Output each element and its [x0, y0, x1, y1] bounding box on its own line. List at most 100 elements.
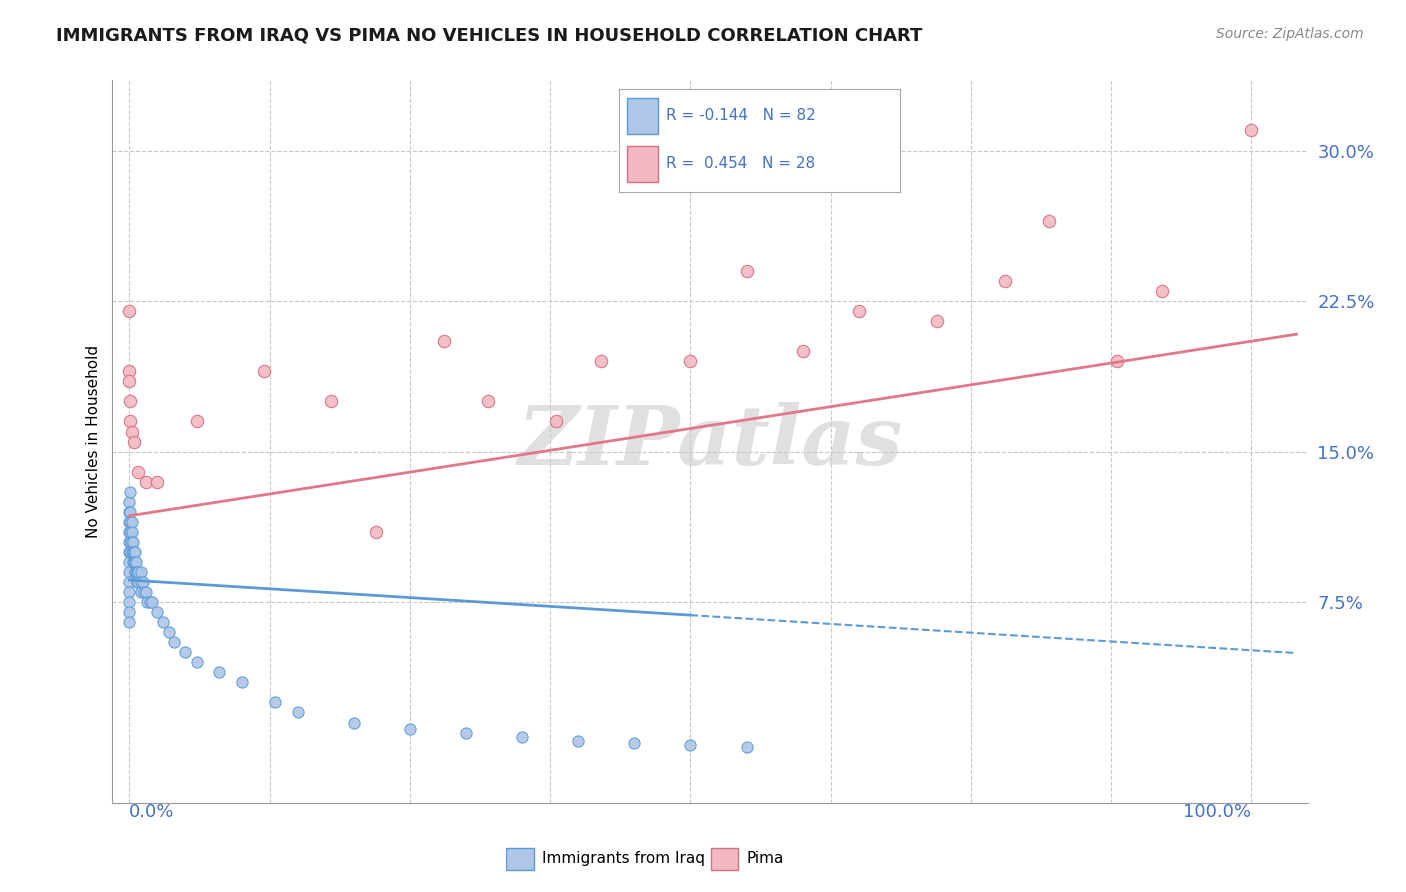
Point	[157, 625, 180, 640]
Point	[118, 565, 141, 579]
Point	[125, 565, 148, 579]
Text: Immigrants from Iraq: Immigrants from Iraq	[541, 852, 704, 866]
Point	[127, 575, 149, 590]
Point	[454, 725, 477, 739]
Point	[432, 334, 454, 349]
Point	[118, 545, 141, 559]
Point	[927, 314, 949, 328]
Text: 0.0%: 0.0%	[129, 803, 174, 821]
Bar	[627, 145, 658, 181]
Point	[118, 575, 141, 590]
Text: R =  0.454   N = 28: R = 0.454 N = 28	[666, 155, 815, 170]
Point	[118, 515, 141, 529]
Point	[120, 535, 142, 549]
Point	[124, 555, 146, 569]
Point	[125, 555, 148, 569]
Bar	[627, 98, 658, 135]
Point	[567, 733, 589, 747]
Point	[679, 354, 702, 368]
Point	[544, 414, 567, 429]
Point	[792, 344, 814, 359]
Point	[118, 524, 141, 539]
Point	[118, 375, 141, 389]
Point	[994, 274, 1017, 288]
Point	[120, 484, 142, 499]
Point	[146, 605, 169, 619]
Point	[118, 555, 141, 569]
Point	[127, 575, 149, 590]
Point	[141, 595, 163, 609]
Point	[136, 595, 159, 609]
Point	[121, 555, 143, 569]
Point	[127, 465, 149, 479]
Point	[589, 354, 612, 368]
Point	[399, 722, 422, 736]
Point	[510, 730, 533, 744]
Point	[120, 394, 142, 409]
Point	[120, 515, 142, 529]
Point	[118, 494, 141, 508]
Point	[129, 585, 152, 599]
Point	[264, 696, 287, 710]
Point	[132, 575, 155, 590]
Point	[1105, 354, 1128, 368]
Point	[132, 585, 155, 599]
Point	[129, 565, 152, 579]
Point	[118, 364, 141, 378]
Bar	[711, 848, 738, 870]
Point	[735, 739, 758, 754]
Point	[186, 655, 208, 669]
Text: IMMIGRANTS FROM IRAQ VS PIMA NO VEHICLES IN HOUSEHOLD CORRELATION CHART: IMMIGRANTS FROM IRAQ VS PIMA NO VEHICLES…	[56, 27, 922, 45]
Point	[118, 304, 141, 318]
Point	[118, 615, 141, 630]
Point	[121, 425, 143, 439]
Point	[121, 545, 143, 559]
Point	[121, 524, 143, 539]
Point	[146, 475, 169, 489]
Point	[848, 304, 870, 318]
Point	[287, 706, 309, 720]
Point	[124, 565, 146, 579]
Point	[121, 535, 143, 549]
Point	[186, 414, 208, 429]
Point	[118, 595, 141, 609]
Text: 100.0%: 100.0%	[1184, 803, 1251, 821]
Point	[735, 264, 758, 278]
Point	[253, 364, 276, 378]
Bar	[506, 848, 534, 870]
Point	[477, 394, 499, 409]
Point	[1038, 213, 1060, 227]
Text: Source: ZipAtlas.com: Source: ZipAtlas.com	[1216, 27, 1364, 41]
Point	[121, 545, 143, 559]
Point	[122, 434, 145, 449]
Point	[152, 615, 174, 630]
Text: R = -0.144   N = 82: R = -0.144 N = 82	[666, 108, 817, 123]
Point	[623, 735, 645, 749]
Point	[127, 565, 149, 579]
Point	[343, 715, 366, 730]
Point	[163, 635, 186, 649]
Text: Pima: Pima	[747, 852, 783, 866]
Point	[138, 595, 160, 609]
Point	[1150, 284, 1173, 298]
Point	[120, 505, 142, 519]
Point	[121, 515, 143, 529]
Point	[208, 665, 231, 680]
Point	[127, 565, 149, 579]
Point	[174, 645, 197, 659]
Point	[135, 585, 157, 599]
Point	[118, 535, 141, 549]
Point	[121, 535, 143, 549]
Point	[231, 675, 253, 690]
Text: ZIPatlas: ZIPatlas	[517, 401, 903, 482]
Point	[120, 414, 142, 429]
Point	[122, 555, 145, 569]
Point	[1240, 123, 1263, 137]
Point	[118, 605, 141, 619]
Point	[679, 738, 702, 752]
Point	[124, 545, 146, 559]
Point	[120, 545, 142, 559]
Point	[118, 585, 141, 599]
Point	[122, 545, 145, 559]
Point	[118, 505, 141, 519]
